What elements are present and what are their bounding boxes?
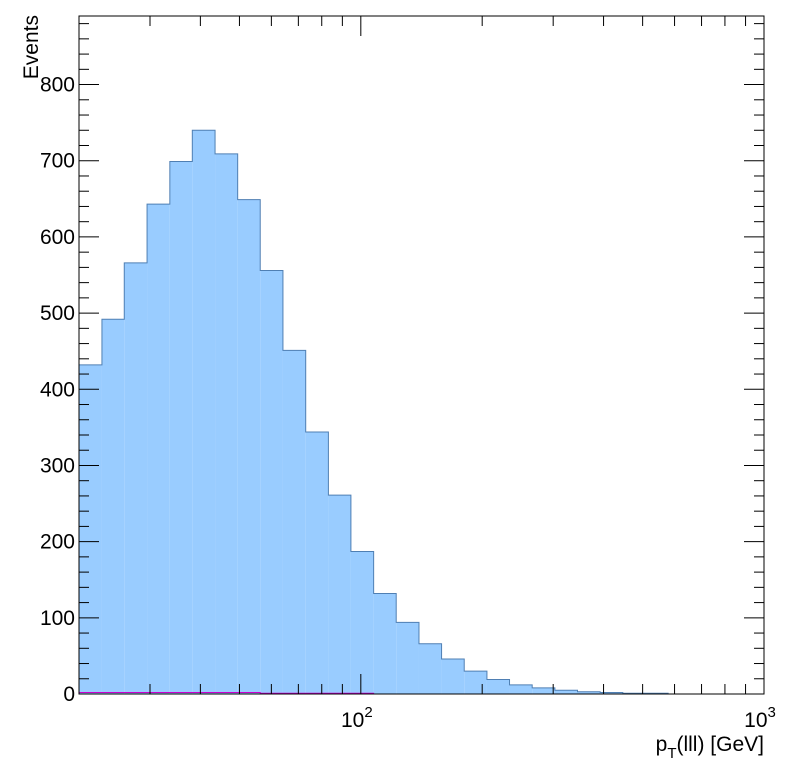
x-tick-label-exponent: 3 [768, 704, 776, 721]
y-tick-label-700: 700 [40, 150, 75, 173]
hist-bar-s0-20 [532, 687, 555, 694]
x-axis-title-subscript: T [667, 745, 676, 762]
hist-bar-s0-1 [101, 319, 125, 694]
y-tick-label-600: 600 [40, 226, 75, 249]
hist-bar-s0-9 [282, 350, 306, 694]
hist-bar-s0-23 [600, 692, 623, 694]
hist-bar-s0-19 [509, 684, 533, 694]
hist-bar-s0-0 [79, 364, 102, 694]
x-tick-label-exponent: 2 [364, 704, 372, 721]
hist-bar-s0-3 [147, 204, 170, 694]
hist-bar-s0-10 [305, 431, 329, 694]
x-axis-title-rest: (lll) [GeV] [676, 733, 764, 756]
hist-bar-s0-2 [124, 262, 148, 694]
y-tick-label-800: 800 [40, 74, 75, 97]
x-tick-label-100: 102 [341, 704, 373, 732]
hist-bar-s0-16 [441, 658, 465, 694]
x-tick-label-base: 10 [341, 709, 364, 732]
hist-bar-s0-14 [396, 622, 419, 694]
hist-bar-s0-18 [486, 679, 510, 694]
hist-bar-s0-11 [328, 495, 351, 694]
hist-bar-s0-6 [215, 153, 238, 695]
histogram-layer [78, 129, 759, 695]
hist-bar-s0-13 [373, 593, 397, 694]
x-axis-title: pT(lll) [GeV] [656, 733, 764, 762]
y-tick-label-500: 500 [40, 302, 75, 325]
hist-bar-s0-15 [418, 643, 442, 694]
hist-bar-s0-7 [237, 199, 261, 694]
hist-bar-s0-5 [192, 130, 216, 695]
x-axis-title-main: p [656, 733, 668, 756]
y-tick-label-200: 200 [40, 531, 75, 554]
y-axis-title: Events [20, 15, 43, 79]
hist-outline-s0 [78, 129, 759, 695]
hist-bar-s0-4 [169, 161, 193, 695]
x-tick-label-base: 10 [744, 709, 767, 732]
label-layer: Events pT(lll) [GeV] 0 100 200 300 400 500 600… [20, 15, 776, 762]
x-tick-label-1000: 103 [744, 704, 776, 732]
y-tick-label-300: 300 [40, 454, 75, 477]
hist-bar-s0-8 [260, 270, 283, 694]
hist-bar-s0-21 [554, 690, 578, 694]
y-tick-label-400: 400 [40, 378, 75, 401]
axis-layer [78, 15, 765, 695]
hist-bar-s0-22 [577, 691, 601, 694]
hist-bar-s0-17 [464, 671, 487, 694]
y-tick-label-0: 0 [63, 683, 75, 706]
plot-frame [78, 15, 765, 695]
hist-bar-s0-12 [350, 551, 374, 694]
y-tick-label-100: 100 [40, 607, 75, 630]
